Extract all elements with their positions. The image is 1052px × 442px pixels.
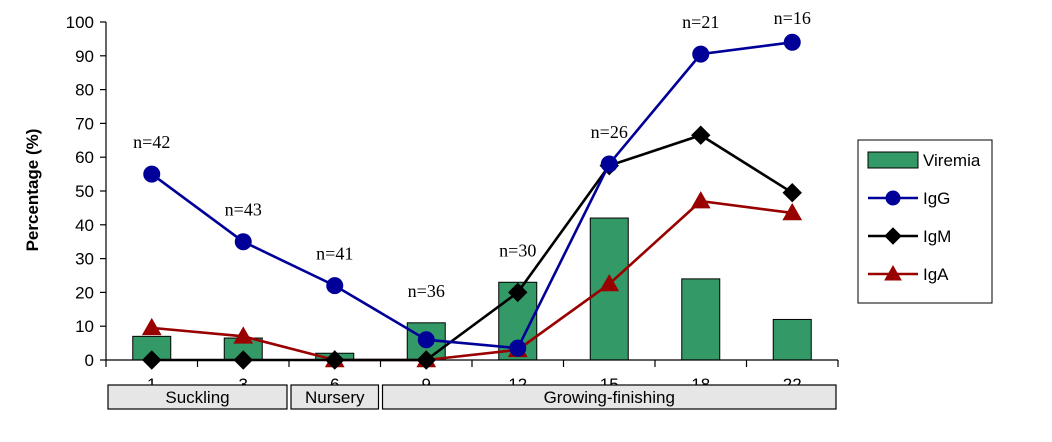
y-tick-label-0: 0: [85, 351, 94, 370]
sample-size-label-1: n=42: [133, 132, 170, 152]
legend-marker-igm: [884, 227, 902, 245]
y-tick-label-10: 10: [75, 317, 94, 336]
point-igg-1: [143, 165, 161, 183]
sample-size-label-18: n=21: [682, 12, 719, 32]
legend-label-igg: IgG: [923, 189, 950, 208]
y-axis-label: Percentage (%): [23, 129, 42, 252]
phase-box-suckling: [107, 384, 288, 410]
point-iga-1: [141, 317, 162, 336]
legend-label-igm: IgM: [923, 227, 951, 246]
phase-box-nursery: [290, 384, 380, 410]
legend-items: Viremia IgG IgM IgA: [867, 151, 981, 284]
y-tick-label-80: 80: [75, 81, 94, 100]
point-igm-6: [325, 350, 345, 370]
y-tick-label-20: 20: [75, 283, 94, 302]
y-tick-label-100: 100: [66, 13, 94, 32]
legend-marker-igg: [885, 190, 901, 206]
point-igm-18: [691, 125, 711, 145]
y-tick-label-50: 50: [75, 182, 94, 201]
sample-size-label-12: n=30: [499, 240, 536, 260]
point-igm-22: [782, 182, 802, 203]
point-igm-3: [233, 350, 253, 370]
sample-size-label-3: n=43: [225, 200, 262, 220]
labels-layer: n=42 n=43 n=41 n=36 n=30 n=26 n=21 n=16: [133, 8, 811, 301]
legend-marker-iga: [884, 264, 902, 281]
legend-label-viremia: Viremia: [923, 151, 981, 170]
y-tick-label-40: 40: [75, 216, 94, 235]
line-iga: [151, 199, 793, 362]
legend-label-iga: IgA: [923, 265, 949, 284]
point-igg-6: [326, 277, 344, 295]
legend-swatch-viremia: [867, 151, 919, 169]
point-igg-22: [783, 33, 801, 51]
point-igg-18: [692, 45, 710, 63]
y-tick-label-30: 30: [75, 250, 94, 269]
legend-box: [857, 139, 993, 304]
point-iga-18: [690, 191, 711, 209]
point-igm-1: [142, 350, 162, 370]
point-igm-12: [508, 282, 528, 303]
y-tick-label-60: 60: [75, 148, 94, 167]
phase-box-growing-finishing: [381, 384, 837, 410]
axes-layer: [105, 22, 838, 361]
point-iga-22: [782, 202, 803, 221]
point-igm-9: [416, 350, 436, 370]
phases-layer: Suckling Nursery Growing-finishing: [107, 384, 837, 410]
point-igg-15: [600, 155, 618, 173]
phase-label-growing-finishing: Growing-finishing: [544, 388, 675, 407]
bar-viremia-18: [681, 278, 721, 361]
point-igg-12: [509, 339, 527, 357]
point-igg-3: [234, 233, 252, 251]
phase-label-suckling: Suckling: [165, 388, 229, 407]
point-igg-9: [417, 331, 435, 349]
sample-size-label-6: n=41: [316, 244, 353, 264]
bars-layer: [132, 217, 812, 361]
legend: Viremia IgG IgM IgA: [857, 139, 993, 304]
point-iga-3: [233, 326, 254, 344]
lines-layer: [141, 33, 803, 370]
sample-size-label-22: n=16: [774, 8, 811, 28]
y-tick-label-70: 70: [75, 114, 94, 133]
line-igg: [150, 40, 793, 350]
sample-size-label-9: n=36: [408, 281, 445, 301]
phase-label-nursery: Nursery: [305, 388, 365, 407]
y-tick-label-90: 90: [75, 47, 94, 66]
bar-viremia-22: [772, 318, 812, 361]
point-iga-15: [599, 273, 620, 292]
line-igm: [151, 133, 793, 362]
sample-size-label-15: n=26: [591, 122, 628, 142]
